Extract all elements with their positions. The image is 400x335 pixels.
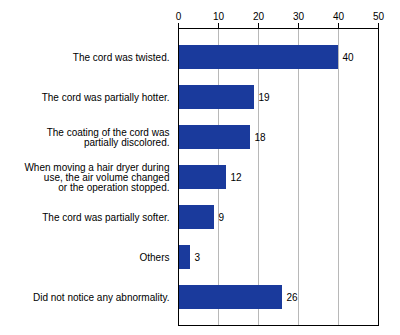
svg-text:10: 10 [213,11,225,22]
svg-text:Did not notice any abnormality: Did not notice any abnormality. [33,292,170,303]
svg-text:The cord was twisted.: The cord was twisted. [73,52,170,63]
svg-text:20: 20 [253,11,265,22]
svg-text:26: 26 [287,292,299,303]
svg-text:30: 30 [293,11,305,22]
svg-text:3: 3 [195,252,201,263]
svg-text:40: 40 [343,52,355,63]
svg-text:9: 9 [219,212,225,223]
svg-text:50: 50 [373,11,385,22]
svg-text:0: 0 [176,11,182,22]
svg-text:Others: Others [139,252,169,263]
svg-text:When moving a hair dryer durin: When moving a hair dryer duringuse, the … [24,162,169,193]
svg-text:The cord was partially hotter.: The cord was partially hotter. [42,92,170,103]
svg-text:19: 19 [259,92,271,103]
svg-text:12: 12 [231,172,243,183]
svg-text:The coating of the cord waspar: The coating of the cord waspartially dis… [47,127,170,148]
svg-text:40: 40 [333,11,345,22]
svg-text:18: 18 [255,132,267,143]
svg-text:The cord was partially softer.: The cord was partially softer. [42,212,169,223]
